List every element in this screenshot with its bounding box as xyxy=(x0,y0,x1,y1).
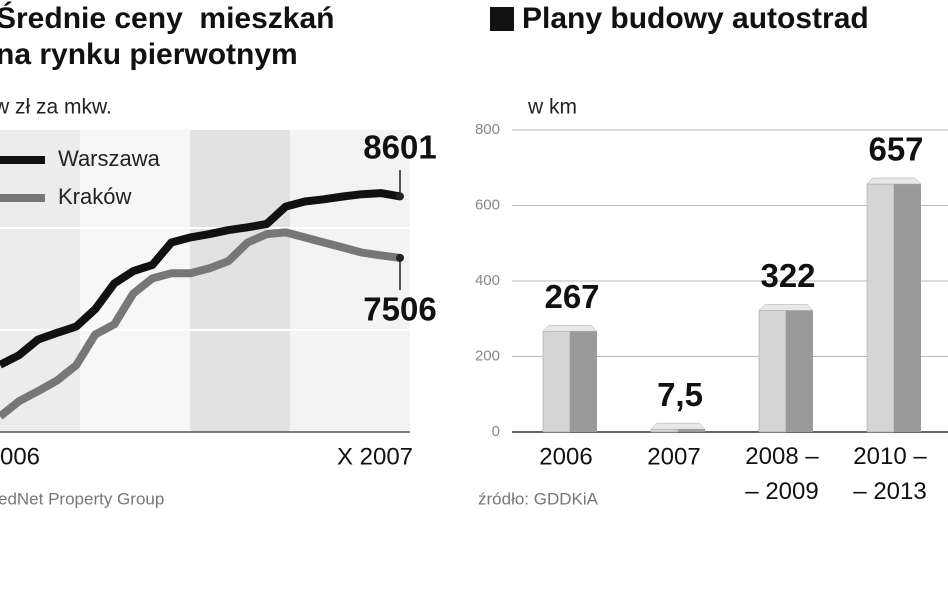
source: źródło: GDDKiA xyxy=(478,489,599,508)
x-tick-label: 006 xyxy=(0,443,40,470)
chart-title: Średnie ceny mieszkań xyxy=(0,1,335,35)
bar-top xyxy=(650,422,706,430)
bar-side xyxy=(570,331,597,432)
y-tick-label: 0 xyxy=(492,423,500,440)
bar xyxy=(866,183,895,433)
data-label: 7,5 xyxy=(657,376,703,413)
data-label: 267 xyxy=(544,278,599,315)
x-tick-label: 2007 xyxy=(647,443,700,470)
legend-label: Kraków xyxy=(58,184,131,209)
data-label: 322 xyxy=(760,257,815,294)
x-tick-label: 2008 – – 2009 xyxy=(745,443,819,505)
y-tick-label: 600 xyxy=(475,196,500,213)
unit-label: w zł za mkw. xyxy=(0,96,112,119)
bar-side xyxy=(894,183,921,432)
data-line xyxy=(0,228,401,420)
left-panel-background xyxy=(0,130,410,433)
y-tick-label: 800 xyxy=(475,121,500,138)
bar xyxy=(542,330,571,433)
unit-label: w km xyxy=(527,96,577,119)
y-tick-label: 200 xyxy=(475,347,500,364)
bar xyxy=(758,310,787,433)
data-label: 657 xyxy=(868,131,923,168)
chart-title: na rynku pierwotnym xyxy=(0,38,298,71)
source: edNet Property Group xyxy=(0,489,164,508)
data-line xyxy=(0,189,401,369)
y-tick-label: 400 xyxy=(475,272,500,289)
bar-top xyxy=(542,324,598,332)
data-label: 8601 xyxy=(363,129,436,166)
data-label: 7506 xyxy=(363,291,436,328)
bar-top xyxy=(866,177,922,185)
x-tick-label: X 2007 xyxy=(337,443,413,470)
x-tick-label: 2006 xyxy=(539,443,592,470)
bar-side xyxy=(786,310,813,432)
title-marker xyxy=(490,7,514,31)
x-tick-label: 2010 – – 2013 xyxy=(853,443,927,505)
bar xyxy=(650,428,679,433)
bar-top xyxy=(758,304,814,311)
chart-title: Plany budowy autostrad xyxy=(522,2,869,35)
legend-label: Warszawa xyxy=(58,146,161,171)
bar-side xyxy=(678,429,705,432)
